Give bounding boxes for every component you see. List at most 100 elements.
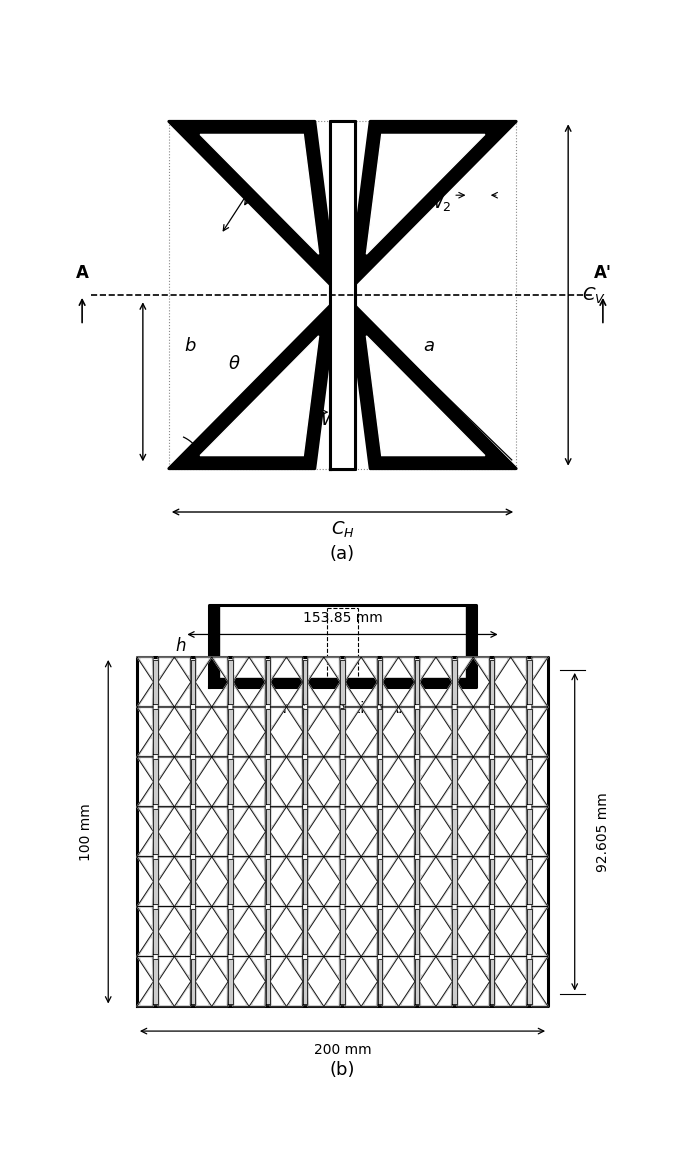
Polygon shape — [514, 859, 525, 875]
Polygon shape — [178, 839, 188, 855]
Polygon shape — [459, 908, 469, 924]
Polygon shape — [158, 931, 175, 957]
Polygon shape — [266, 710, 270, 755]
Polygon shape — [270, 931, 286, 957]
Polygon shape — [209, 605, 219, 688]
Polygon shape — [490, 660, 494, 704]
Polygon shape — [477, 709, 488, 725]
Polygon shape — [384, 709, 395, 725]
Polygon shape — [158, 882, 175, 907]
Text: 153.85 mm: 153.85 mm — [303, 610, 382, 625]
Polygon shape — [212, 782, 228, 807]
Polygon shape — [290, 938, 301, 954]
Polygon shape — [532, 832, 548, 856]
Polygon shape — [382, 832, 399, 856]
Polygon shape — [384, 989, 395, 1004]
Polygon shape — [436, 882, 452, 907]
Polygon shape — [340, 909, 345, 954]
Polygon shape — [399, 907, 415, 931]
Polygon shape — [477, 889, 488, 905]
Polygon shape — [310, 889, 320, 905]
Polygon shape — [327, 839, 338, 855]
Polygon shape — [440, 889, 450, 905]
Polygon shape — [494, 882, 510, 907]
Polygon shape — [228, 759, 233, 804]
Polygon shape — [459, 789, 469, 804]
Polygon shape — [178, 789, 188, 804]
Text: Cross –Section AA': Cross –Section AA' — [272, 700, 413, 715]
Polygon shape — [272, 689, 283, 705]
Polygon shape — [197, 908, 208, 924]
Polygon shape — [440, 859, 450, 875]
Polygon shape — [459, 709, 469, 725]
Polygon shape — [253, 689, 263, 705]
Polygon shape — [510, 757, 527, 782]
Polygon shape — [514, 809, 525, 825]
Polygon shape — [308, 782, 324, 807]
Polygon shape — [473, 682, 490, 707]
Polygon shape — [216, 889, 226, 905]
Polygon shape — [347, 809, 358, 825]
Polygon shape — [494, 682, 510, 707]
Polygon shape — [419, 856, 436, 882]
Polygon shape — [361, 782, 377, 807]
Polygon shape — [477, 759, 488, 774]
Polygon shape — [160, 959, 171, 974]
Polygon shape — [216, 709, 226, 725]
Text: 100 mm: 100 mm — [79, 803, 92, 861]
Polygon shape — [327, 859, 338, 875]
Polygon shape — [270, 682, 286, 707]
Polygon shape — [233, 707, 249, 732]
Polygon shape — [452, 660, 457, 704]
Polygon shape — [345, 882, 361, 907]
Polygon shape — [324, 907, 340, 931]
Polygon shape — [191, 660, 195, 704]
Polygon shape — [235, 908, 245, 924]
Polygon shape — [197, 689, 208, 705]
Polygon shape — [290, 859, 301, 875]
Polygon shape — [228, 809, 233, 854]
Polygon shape — [490, 710, 494, 755]
Polygon shape — [510, 907, 527, 931]
Polygon shape — [514, 789, 525, 804]
Polygon shape — [349, 299, 516, 469]
Polygon shape — [160, 908, 171, 924]
Polygon shape — [249, 957, 266, 981]
Polygon shape — [377, 959, 382, 1004]
Polygon shape — [308, 856, 324, 882]
Polygon shape — [216, 938, 226, 954]
Polygon shape — [158, 732, 175, 757]
Polygon shape — [532, 732, 548, 757]
Polygon shape — [402, 689, 413, 705]
Polygon shape — [160, 689, 171, 705]
Polygon shape — [347, 839, 358, 855]
Polygon shape — [457, 682, 473, 707]
Polygon shape — [272, 938, 283, 954]
Polygon shape — [324, 931, 340, 957]
Polygon shape — [233, 882, 249, 907]
Polygon shape — [457, 907, 473, 931]
Polygon shape — [494, 957, 510, 981]
Polygon shape — [402, 739, 413, 755]
Polygon shape — [384, 809, 395, 825]
Text: $a$: $a$ — [423, 337, 435, 355]
Polygon shape — [477, 908, 488, 924]
Polygon shape — [324, 807, 340, 832]
Polygon shape — [195, 931, 212, 957]
Polygon shape — [419, 757, 436, 782]
Polygon shape — [422, 959, 432, 974]
Polygon shape — [158, 682, 175, 707]
Polygon shape — [365, 739, 375, 755]
Polygon shape — [212, 882, 228, 907]
Polygon shape — [253, 859, 263, 875]
Polygon shape — [473, 907, 490, 931]
Polygon shape — [272, 989, 283, 1004]
Text: $h$: $h$ — [175, 637, 186, 655]
Polygon shape — [216, 739, 226, 755]
Polygon shape — [345, 657, 361, 682]
Polygon shape — [361, 807, 377, 832]
Polygon shape — [419, 807, 436, 832]
Polygon shape — [477, 989, 488, 1004]
Polygon shape — [473, 981, 490, 1006]
Polygon shape — [175, 707, 191, 732]
